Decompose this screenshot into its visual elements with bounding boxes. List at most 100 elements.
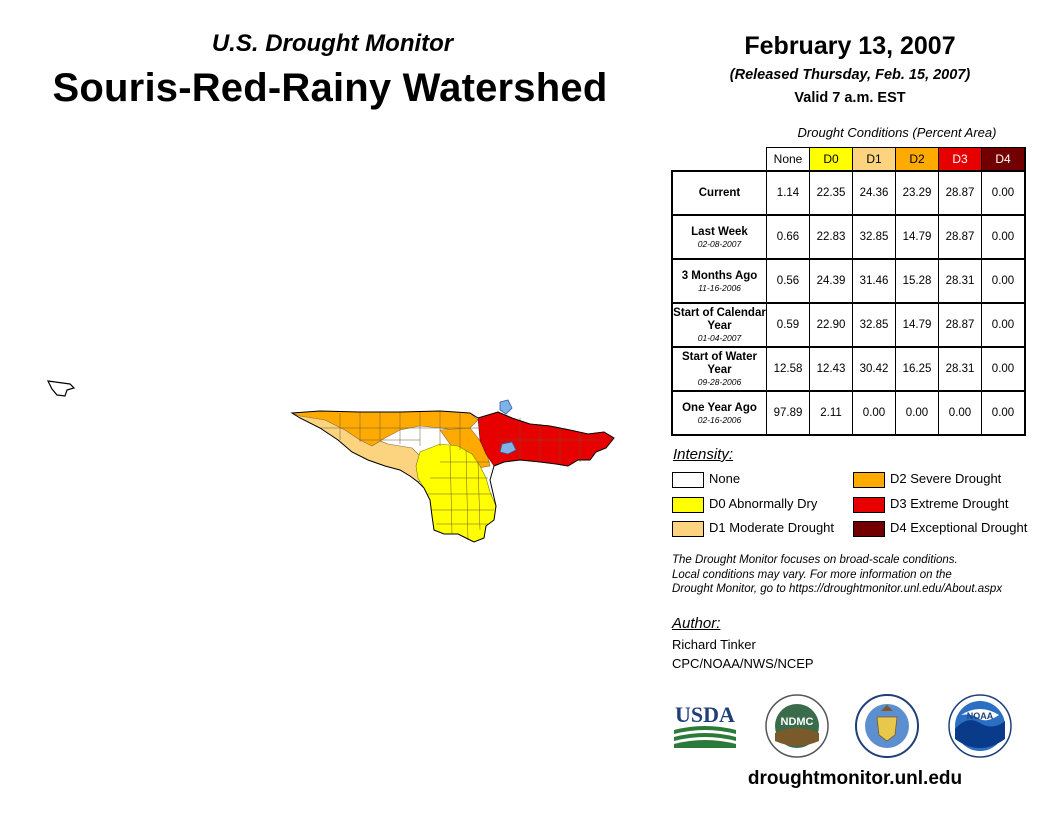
region-d3 <box>477 411 615 467</box>
author-name: Richard Tinker <box>672 637 756 652</box>
cell-value: 0.00 <box>938 390 982 436</box>
row-label: Start of Calendar Year 01-04-2007 <box>671 302 767 348</box>
cell-value: 28.31 <box>938 258 982 304</box>
row-label-text: Start of Calendar Year <box>673 307 766 332</box>
legend-item-d4: D4 Exceptional Drought <box>853 519 1027 537</box>
ndmc-logo: NDMC <box>765 694 829 758</box>
legend-swatch <box>672 496 704 513</box>
cell-value: 28.87 <box>938 170 982 216</box>
row-label: Last Week 02-08-2007 <box>671 214 767 260</box>
cell-value: 0.00 <box>981 302 1026 348</box>
cell-value: 0.56 <box>766 258 810 304</box>
table-row: One Year Ago 02-16-2006 97.89 2.11 0.00 0… <box>671 390 1026 436</box>
table-row: Current 1.14 22.35 24.36 23.29 28.87 0.0… <box>671 170 1026 216</box>
page-title: Souris-Red-Rainy Watershed <box>52 66 608 110</box>
cell-value: 15.28 <box>895 258 939 304</box>
cell-value: 22.35 <box>809 170 853 216</box>
row-label-text: 3 Months Ago <box>681 269 758 282</box>
legend-item-d0: D0 Abnormally Dry <box>672 495 817 513</box>
cell-value: 14.79 <box>895 302 939 348</box>
note-line: Local conditions may vary. For more info… <box>672 568 952 581</box>
table-caption: Drought Conditions (Percent Area) <box>797 125 997 140</box>
legend-swatch <box>672 471 704 488</box>
legend-label: D2 Severe Drought <box>890 471 1002 486</box>
valid-time: Valid 7 a.m. EST <box>794 90 906 106</box>
legend-swatch <box>853 520 885 537</box>
row-label: One Year Ago 02-16-2006 <box>671 390 767 436</box>
usda-logo-text: USDA <box>675 702 735 727</box>
cell-value: 12.58 <box>766 346 810 392</box>
subtitle: U.S. Drought Monitor <box>211 30 454 57</box>
cell-value: 0.59 <box>766 302 810 348</box>
legend-label: D1 Moderate Drought <box>709 520 835 535</box>
noaa-logo-text: NOAA <box>967 711 994 721</box>
table-row: Start of Calendar Year 01-04-2007 0.59 22… <box>671 302 1026 348</box>
row-label: 3 Months Ago 11-16-2006 <box>671 258 767 304</box>
footer-url-link[interactable]: droughtmonitor.unl.edu <box>747 768 963 789</box>
row-label: Current <box>671 170 767 216</box>
column-header-d4: D4 <box>981 147 1026 172</box>
lake-north <box>499 399 513 415</box>
watershed-outline <box>290 410 615 543</box>
cell-value: 16.25 <box>895 346 939 392</box>
table-corner <box>672 148 767 172</box>
cell-value: 22.83 <box>809 214 853 260</box>
cell-value: 0.00 <box>981 346 1026 392</box>
row-label-text: Last Week <box>691 225 748 238</box>
column-header-d2: D2 <box>895 147 939 172</box>
cell-value: 0.00 <box>852 390 896 436</box>
row-label-text: Current <box>698 186 741 199</box>
row-date: 09-28-2006 <box>697 377 742 387</box>
cell-value: 12.43 <box>809 346 853 392</box>
column-header-none: None <box>766 147 810 172</box>
author-label: Author: <box>672 615 721 632</box>
table-row: Start of Water Year 09-28-2006 12.58 12.4… <box>671 346 1026 392</box>
outlier-area <box>46 380 76 397</box>
cell-value: 14.79 <box>895 214 939 260</box>
legend-item-none: None <box>672 470 740 488</box>
legend-label: None <box>709 471 741 486</box>
table-row: 3 Months Ago 11-16-2006 0.56 24.39 31.46 … <box>671 258 1026 304</box>
column-header-d1: D1 <box>852 147 896 172</box>
legend-swatch <box>672 520 704 537</box>
lake-mid <box>499 441 517 455</box>
cell-value: 24.36 <box>852 170 896 216</box>
cell-value: 0.00 <box>981 214 1026 260</box>
cell-value: 28.31 <box>938 346 982 392</box>
cell-value: 31.46 <box>852 258 896 304</box>
disclaimer-note: The Drought Monitor focuses on broad-sca… <box>672 553 1052 597</box>
cell-value: 28.87 <box>938 214 982 260</box>
row-date: 02-08-2007 <box>697 238 742 249</box>
author-org: CPC/NOAA/NWS/NCEP <box>672 656 814 671</box>
cell-value: 0.00 <box>981 258 1026 304</box>
cell-value: 0.00 <box>895 390 939 436</box>
cell-value: 22.90 <box>809 302 853 348</box>
legend-label: D4 Exceptional Drought <box>890 520 1028 535</box>
table-header-row: None D0 D1 D2 D3 D4 <box>672 147 1026 172</box>
row-date: 02-16-2006 <box>697 414 742 425</box>
drought-stats-table: None D0 D1 D2 D3 D4 Current 1.14 22.35 2… <box>671 147 1026 436</box>
cell-value: 30.42 <box>852 346 896 392</box>
table-row: Last Week 02-08-2007 0.66 22.83 32.85 14.… <box>671 214 1026 260</box>
cell-value: 32.85 <box>852 302 896 348</box>
legend-item-d1: D1 Moderate Drought <box>672 519 834 537</box>
legend-swatch <box>853 471 885 488</box>
row-label-text: One Year Ago <box>682 401 757 414</box>
county-lines <box>320 412 600 541</box>
legend-title: Intensity: <box>673 446 734 463</box>
noaa-logo: NOAA <box>948 694 1012 758</box>
cell-value: 28.87 <box>938 302 982 348</box>
legend-item-d3: D3 Extreme Drought <box>853 495 1009 513</box>
column-header-d3: D3 <box>938 147 982 172</box>
row-date: 01-04-2007 <box>697 333 742 343</box>
map-date: February 13, 2007 <box>744 32 956 60</box>
cell-value: 32.85 <box>852 214 896 260</box>
commerce-seal <box>855 694 919 758</box>
watershed-map <box>46 380 615 543</box>
legend-item-d2: D2 Severe Drought <box>853 470 1001 488</box>
legend-label: D0 Abnormally Dry <box>709 496 818 511</box>
ndmc-logo-text: NDMC <box>781 716 814 728</box>
note-line: Drought Monitor, go to https://droughtmo… <box>672 583 1003 595</box>
cell-value: 0.00 <box>981 390 1026 436</box>
cell-value: 0.66 <box>766 214 810 260</box>
